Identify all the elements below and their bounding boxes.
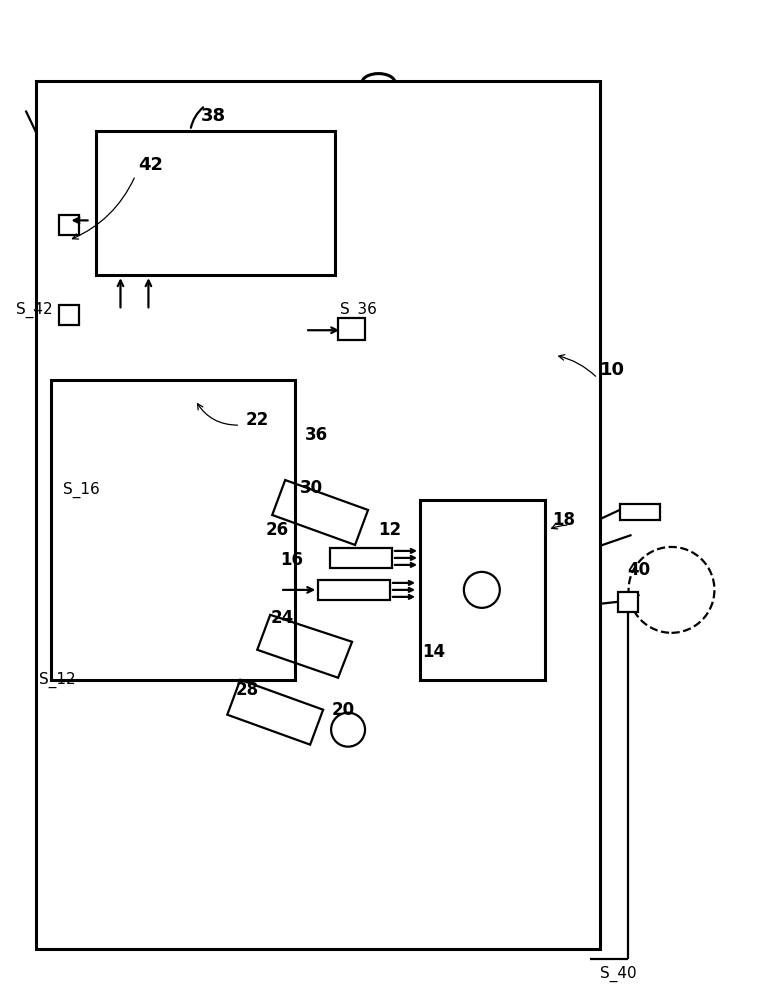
Bar: [420, 500, 545, 680]
Text: 12: 12: [378, 521, 401, 539]
Text: 18: 18: [552, 511, 575, 529]
Text: S_40: S_40: [600, 966, 636, 982]
Text: 10: 10: [600, 361, 625, 379]
Text: 40: 40: [628, 561, 650, 579]
Text: 38: 38: [200, 107, 225, 125]
Bar: [58, 305, 78, 325]
Bar: [338, 318, 365, 340]
Text: S_12: S_12: [39, 672, 75, 688]
Text: S_16: S_16: [63, 482, 99, 498]
Bar: [58, 215, 78, 235]
Text: 36: 36: [305, 426, 328, 444]
Text: 16: 16: [280, 551, 303, 569]
Text: 42: 42: [138, 156, 163, 174]
Bar: [330, 548, 392, 568]
Bar: [96, 131, 335, 275]
Text: 14: 14: [422, 643, 445, 661]
Text: 20: 20: [332, 701, 355, 719]
Bar: [36, 81, 600, 949]
Bar: [619, 504, 660, 520]
Text: 26: 26: [265, 521, 288, 539]
Text: 30: 30: [300, 479, 323, 497]
Text: 28: 28: [235, 681, 259, 699]
Text: S_42: S_42: [16, 302, 52, 318]
Text: S_36: S_36: [340, 302, 377, 318]
Text: 22: 22: [246, 411, 269, 429]
Bar: [618, 592, 638, 612]
Bar: [51, 380, 295, 680]
Bar: [318, 580, 390, 600]
Text: 24: 24: [270, 609, 294, 627]
